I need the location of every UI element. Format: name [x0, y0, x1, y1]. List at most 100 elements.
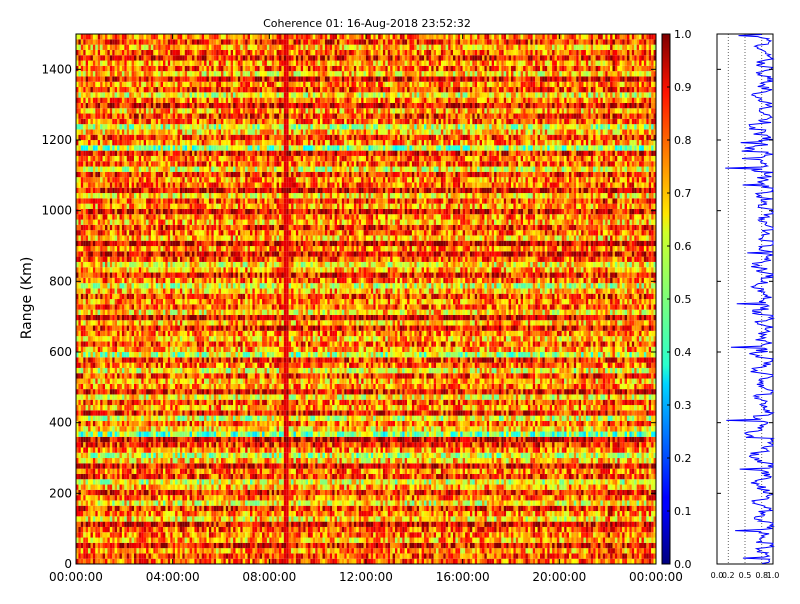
heatmap-cell — [250, 479, 252, 484]
heatmap-cell — [460, 516, 462, 521]
heatmap-cell — [581, 458, 583, 463]
heatmap-cell — [451, 527, 453, 532]
heatmap-cell — [521, 553, 523, 558]
heatmap-cell — [373, 485, 375, 490]
heatmap-cell — [567, 506, 569, 511]
heatmap-cell — [173, 553, 175, 558]
heatmap-cell — [642, 522, 644, 527]
heatmap-cell — [262, 500, 264, 505]
heatmap-cell — [347, 463, 349, 468]
heatmap-cell — [499, 553, 501, 558]
heatmap-cell — [361, 463, 363, 468]
heatmap-cell — [540, 490, 542, 495]
heatmap-cell — [429, 527, 431, 532]
heatmap-cell — [156, 548, 158, 553]
heatmap-cell — [649, 522, 651, 527]
heatmap-cell — [83, 490, 85, 495]
heatmap-cell — [388, 548, 390, 553]
heatmap-cell — [262, 522, 264, 527]
heatmap-cell — [78, 495, 80, 500]
heatmap-cell — [489, 522, 491, 527]
heatmap-cell — [95, 543, 97, 548]
heatmap-cell — [436, 474, 438, 479]
heatmap-cell — [301, 559, 303, 564]
heatmap-cell — [207, 553, 209, 558]
heatmap-cell — [538, 485, 540, 490]
heatmap-cell — [405, 479, 407, 484]
heatmap-cell — [262, 479, 264, 484]
heatmap-cell — [88, 463, 90, 468]
heatmap-cell — [306, 532, 308, 537]
heatmap-cell — [207, 474, 209, 479]
heatmap-cell — [296, 458, 298, 463]
heatmap-cell — [342, 516, 344, 521]
heatmap-cell — [91, 532, 93, 537]
heatmap-cell — [214, 474, 216, 479]
heatmap-cell — [272, 479, 274, 484]
heatmap-cell — [528, 490, 530, 495]
heatmap-cell — [226, 490, 228, 495]
heatmap-cell — [639, 469, 641, 474]
heatmap-cell — [576, 559, 578, 564]
heatmap-cell — [448, 463, 450, 468]
heatmap-cell — [284, 463, 286, 468]
heatmap-cell — [187, 543, 189, 548]
heatmap-cell — [649, 543, 651, 548]
heatmap-cell — [535, 469, 537, 474]
heatmap-cell — [93, 474, 95, 479]
heatmap-cell — [518, 500, 520, 505]
heatmap-cell — [279, 543, 281, 548]
heatmap-cell — [88, 527, 90, 532]
heatmap-cell — [306, 548, 308, 553]
heatmap-cell — [564, 479, 566, 484]
heatmap-cell — [417, 500, 419, 505]
heatmap-cell — [472, 495, 474, 500]
heatmap-cell — [243, 553, 245, 558]
heatmap-cell — [289, 463, 291, 468]
heatmap-cell — [281, 516, 283, 521]
heatmap-cell — [448, 559, 450, 564]
heatmap-cell — [364, 485, 366, 490]
heatmap-cell — [95, 463, 97, 468]
heatmap-cell — [120, 532, 122, 537]
heatmap-cell — [521, 548, 523, 553]
heatmap-cell — [651, 511, 653, 516]
heatmap-cell — [373, 543, 375, 548]
heatmap-cell — [542, 479, 544, 484]
heatmap-cell — [318, 463, 320, 468]
heatmap-cell — [506, 559, 508, 564]
heatmap-cell — [538, 553, 540, 558]
heatmap-cell — [120, 469, 122, 474]
heatmap-cell — [110, 553, 112, 558]
heatmap-cell — [484, 516, 486, 521]
heatmap-cell — [642, 500, 644, 505]
heatmap-cell — [424, 485, 426, 490]
heatmap-cell — [509, 469, 511, 474]
heatmap-cell — [303, 516, 305, 521]
heatmap-cell — [513, 506, 515, 511]
heatmap-cell — [429, 479, 431, 484]
heatmap-cell — [393, 548, 395, 553]
heatmap-cell — [644, 474, 646, 479]
heatmap-cell — [381, 543, 383, 548]
heatmap-cell — [352, 463, 354, 468]
heatmap-cell — [567, 495, 569, 500]
heatmap-cell — [419, 485, 421, 490]
heatmap-cell — [533, 485, 535, 490]
heatmap-cell — [600, 548, 602, 553]
heatmap-cell — [480, 553, 482, 558]
heatmap-cell — [255, 532, 257, 537]
heatmap-cell — [441, 474, 443, 479]
heatmap-cell — [91, 463, 93, 468]
heatmap-cell — [144, 559, 146, 564]
heatmap-cell — [448, 522, 450, 527]
heatmap-cell — [134, 543, 136, 548]
heatmap-cell — [540, 485, 542, 490]
heatmap-cell — [122, 527, 124, 532]
heatmap-cell — [103, 522, 105, 527]
heatmap-cell — [330, 538, 332, 543]
heatmap-cell — [620, 516, 622, 521]
heatmap-cell — [327, 559, 329, 564]
heatmap-cell — [484, 458, 486, 463]
heatmap-cell — [178, 553, 180, 558]
